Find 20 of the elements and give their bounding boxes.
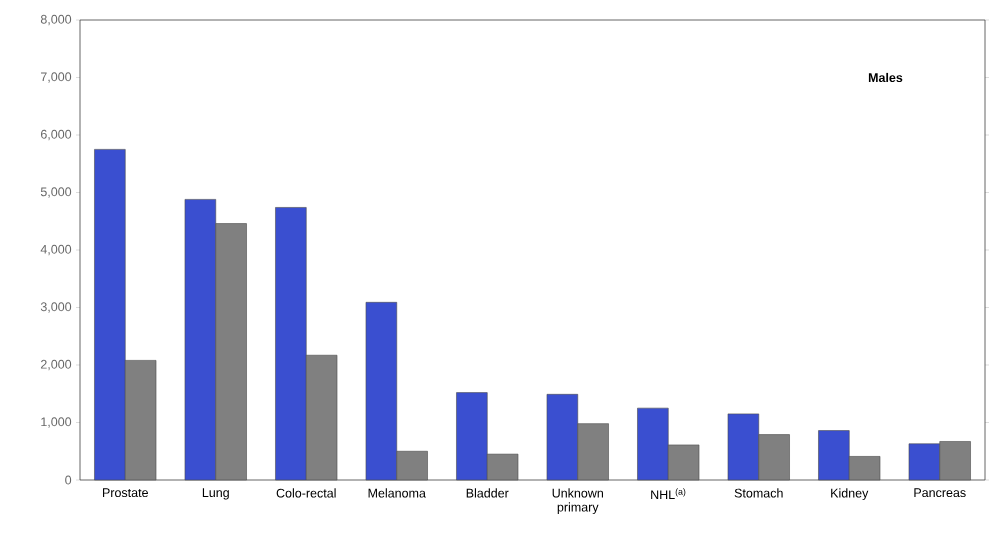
y-tick-label: 5,000 [40, 187, 72, 198]
y-tick-label: 8,000 [40, 14, 72, 26]
y-tick-label: 1,000 [41, 417, 72, 428]
y-tick-label: 2,000 [40, 359, 72, 371]
y-tick-label: 0 [65, 475, 72, 485]
annotation: Males [868, 72, 903, 83]
y-tick-label: 4,000 [40, 244, 72, 256]
x-tick-label: Kidney [831, 488, 869, 501]
x-tick-label: Pancreas [914, 488, 966, 498]
x-tick-label: Melanoma [368, 488, 426, 498]
x-tick-label: Prostate [103, 488, 148, 498]
x-tick-label: Colo-rectal [276, 488, 336, 498]
x-tick-label: Unknown primary [552, 488, 603, 515]
x-tick-label: Lung [202, 488, 229, 500]
x-tick-label: Stomach [734, 488, 783, 498]
y-tick-label: 7,000 [40, 72, 72, 83]
x-tick-label: NHL$^{(a)}$ [651, 488, 686, 500]
y-tick-label: 6,000 [40, 129, 72, 141]
x-tick-label: Bladder [466, 488, 509, 498]
y-tick-label: 3,000 [40, 302, 72, 313]
